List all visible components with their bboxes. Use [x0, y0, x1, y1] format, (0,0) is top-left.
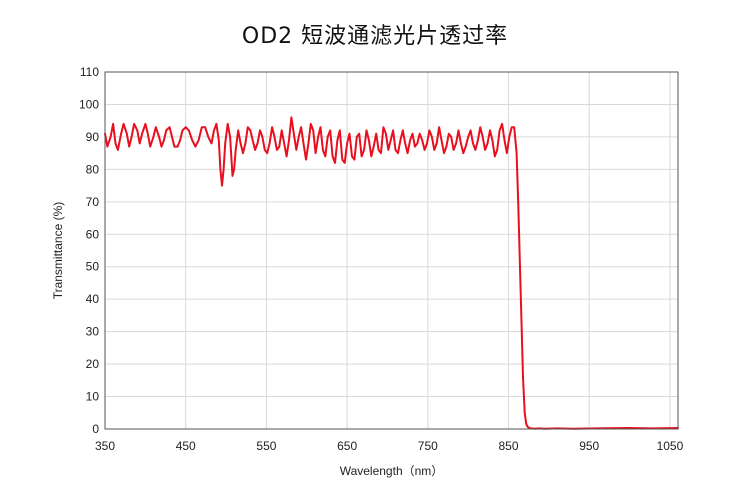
transmittance-line [104, 116, 679, 430]
tick-labels: 0 10 20 30 40 50 60 70 80 90 100 110 350 450 550 650 750… [79, 65, 684, 453]
y-tick-label: 90 [86, 130, 100, 144]
x-axis-label: Wavelength（nm） [340, 464, 444, 478]
x-tick-label: 850 [499, 439, 519, 453]
series-layer [104, 116, 679, 430]
y-tick-label: 60 [86, 227, 100, 241]
y-tick-label: 80 [86, 162, 100, 176]
x-tick-label: 650 [337, 439, 357, 453]
x-tick-label: 550 [256, 439, 276, 453]
y-tick-label: 30 [86, 325, 100, 339]
y-axis-label: Transmittance (%) [51, 202, 65, 300]
y-tick-label: 10 [86, 390, 100, 404]
y-tick-label: 40 [86, 292, 100, 306]
plot-frame [104, 71, 679, 430]
x-tick-label: 350 [95, 439, 115, 453]
grid-lines [104, 71, 678, 430]
x-tick-label: 450 [176, 439, 196, 453]
y-tick-label: 0 [92, 422, 99, 436]
x-tick-label: 1050 [657, 439, 684, 453]
y-tick-label: 70 [86, 195, 100, 209]
y-tick-label: 100 [79, 97, 99, 111]
x-tick-label: 950 [579, 439, 599, 453]
x-tick-label: 750 [418, 439, 438, 453]
y-tick-label: 50 [86, 260, 100, 274]
y-tick-label: 110 [80, 65, 99, 79]
y-tick-label: 20 [86, 357, 100, 371]
chart-title: OD2 短波通滤光片透过率 [241, 24, 509, 49]
